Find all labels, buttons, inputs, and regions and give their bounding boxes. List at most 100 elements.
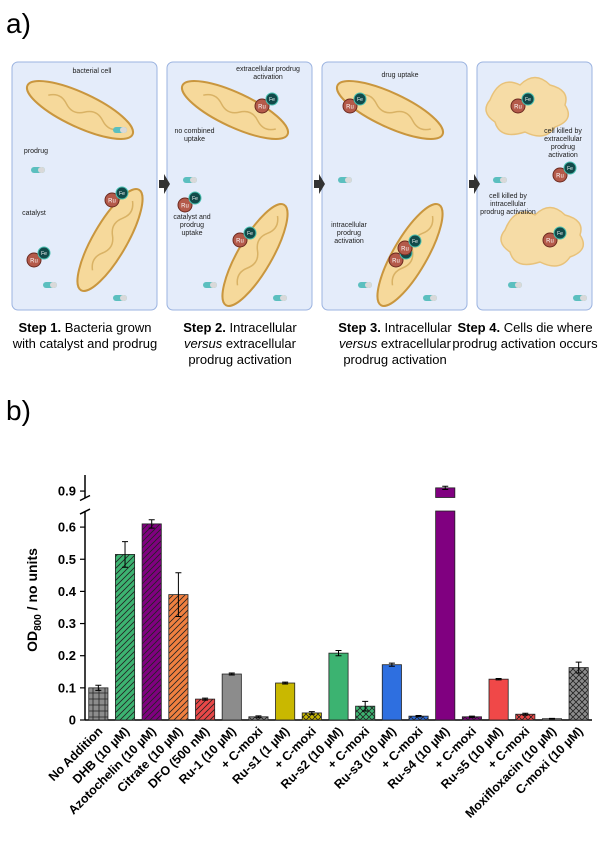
caption-text: versus: [338, 336, 378, 351]
catalyst-icon: [254, 98, 270, 114]
iron-icon: [353, 92, 367, 106]
iron-label: Fe: [192, 196, 198, 202]
y-tick-label: 0.2: [58, 648, 76, 663]
error-bar: [308, 711, 315, 715]
caption-text: Intracellular: [229, 320, 297, 335]
catalyst-icon: [232, 232, 248, 248]
iron-label: Fe: [357, 97, 363, 103]
error-bar: [148, 519, 155, 529]
axis-break: [79, 494, 91, 515]
error-bar: [495, 678, 502, 681]
bar: [328, 652, 349, 721]
iron-icon: [37, 246, 51, 260]
catalyst-icon: [104, 192, 120, 208]
iron-label: Fe: [525, 97, 531, 103]
catalyst-icon: [388, 252, 404, 268]
caption-step: Step 4.: [457, 320, 501, 335]
iron-icon: [265, 92, 279, 106]
catalyst-icon: [510, 98, 526, 114]
error-bar: [335, 650, 342, 657]
iron-label: Fe: [41, 251, 47, 257]
caption-text: Intracellular: [384, 320, 452, 335]
catalyst-label: Ru: [30, 259, 38, 265]
iron-icon: [243, 226, 257, 240]
panel-label: b): [6, 395, 31, 426]
catalyst-label: Ru: [258, 105, 266, 111]
catalyst-label: Ru: [236, 239, 244, 245]
catalyst-label: Ru: [346, 105, 354, 111]
catalyst-icon: [177, 197, 193, 213]
error-bar: [362, 700, 369, 712]
iron-label: Fe: [269, 97, 275, 103]
annotation: intracellular prodrug activation: [331, 222, 367, 245]
y-axis-label: OD800 / no units: [24, 548, 44, 652]
bar: [488, 678, 509, 721]
iron-icon: [553, 226, 567, 240]
caption-step: Step 3.: [338, 320, 381, 335]
bar: [141, 523, 162, 721]
y-tick-label: 0.3: [58, 616, 76, 631]
catalyst-label: Ru: [514, 105, 522, 111]
error-bar: [95, 684, 102, 691]
bar: [568, 667, 589, 721]
catalyst-label: Ru: [546, 239, 554, 245]
annotation: extracellular prodrug activation: [236, 66, 300, 81]
annotation: bacterial cell: [72, 68, 112, 75]
y-tick-label: 0: [69, 713, 76, 728]
iron-label: Fe: [557, 231, 563, 237]
bar: [381, 664, 402, 721]
iron-icon: [521, 92, 535, 106]
iron-icon: [188, 191, 202, 205]
panel-label: a): [6, 8, 31, 39]
caption-text: Cells die where prodrug activation occur…: [452, 320, 598, 351]
caption-step: Step 1.: [18, 320, 62, 335]
annotation: cell killed by extracellular prodrug act…: [544, 128, 582, 159]
annotation: drug uptake: [381, 72, 419, 79]
iron-icon: [408, 234, 422, 248]
error-bar: [388, 662, 395, 667]
error-bar: [468, 715, 475, 718]
error-bar: [575, 661, 582, 674]
y-label-rest: / no units: [24, 548, 40, 614]
annotation: catalyst: [22, 210, 46, 217]
iron-label: Fe: [247, 231, 253, 237]
error-bar: [282, 681, 289, 685]
iron-label: Fe: [119, 191, 125, 197]
catalyst-label: Ru: [181, 204, 189, 210]
catalyst-icon: [342, 98, 358, 114]
error-bar: [122, 541, 129, 568]
error-bar: [202, 697, 209, 701]
catalyst-label: Ru: [108, 199, 116, 205]
y-tick-label: 0.6: [58, 520, 76, 535]
error-bar: [522, 712, 529, 716]
catalyst-label: Ru: [556, 174, 564, 180]
bar: [115, 554, 136, 721]
y-tick-label: 0.5: [58, 552, 76, 567]
iron-icon: [115, 186, 129, 200]
catalyst-icon: [397, 240, 413, 256]
caption: Step 2. Intracellular versus extracellul…: [165, 320, 315, 368]
catalyst-icon: [26, 252, 42, 268]
y-tick-label: 0.9: [58, 484, 76, 499]
error-bar: [442, 485, 449, 490]
y-tick-label: 0.4: [58, 584, 77, 599]
catalyst-icon: [552, 167, 568, 183]
error-bar: [255, 715, 262, 719]
bar: [221, 673, 242, 721]
caption-text: extracellular prodrug activation: [343, 336, 451, 367]
annotation: cell killed by intracellular prodrug act…: [480, 193, 536, 216]
bar: [195, 698, 216, 721]
y-label-main: OD: [24, 631, 40, 652]
iron-label: Fe: [412, 239, 418, 245]
annotation: no combined uptake: [174, 128, 215, 143]
error-bar: [415, 714, 422, 718]
caption: Step 4. Cells die where prodrug activati…: [450, 320, 600, 352]
caption-step: Step 2.: [183, 320, 226, 335]
caption: Step 1. Bacteria grown with catalyst and…: [10, 320, 160, 352]
iron-icon: [563, 161, 577, 175]
caption-text: Bacteria grown with catalyst and prodrug: [12, 320, 158, 351]
error-bar: [548, 717, 555, 720]
caption-text: versus: [183, 336, 223, 351]
